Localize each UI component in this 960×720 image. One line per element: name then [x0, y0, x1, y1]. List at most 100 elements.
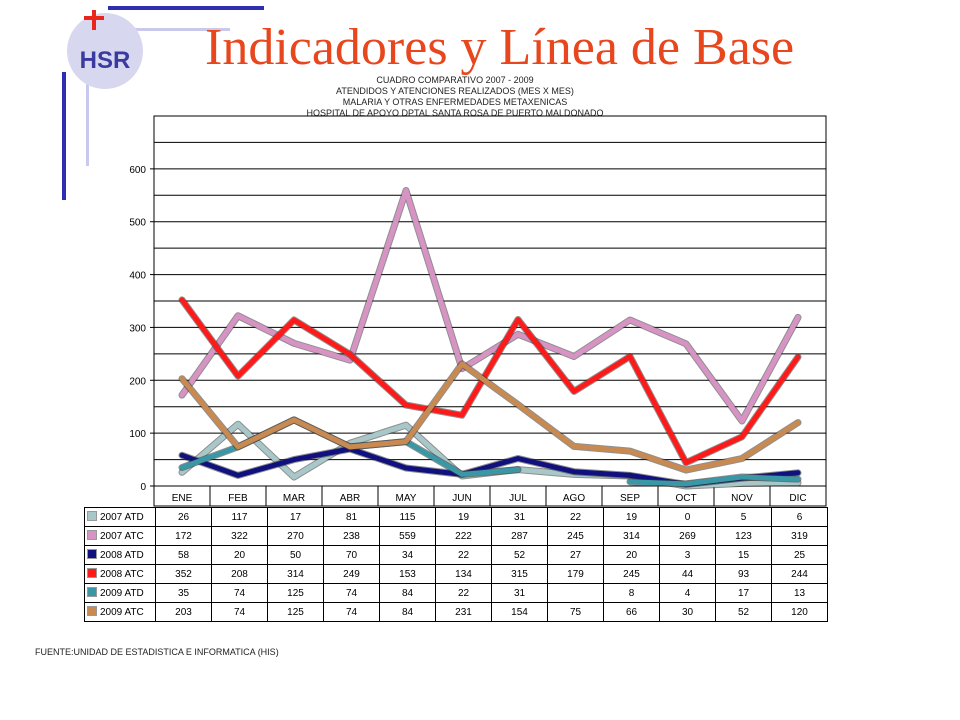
series-legend-cell: 2007 ATD — [84, 507, 156, 527]
table-row: 2009 ATC 203 74 125 74 84 231 154 75 66 30 52 120 — [84, 602, 828, 622]
series-line — [627, 474, 801, 487]
data-point — [180, 298, 184, 302]
table-cell: 20 — [603, 545, 660, 565]
chart-title-line: CUADRO COMPARATIVO 2007 - 2009 — [376, 75, 534, 85]
table-cell: 74 — [211, 602, 268, 622]
data-point — [292, 318, 296, 322]
frame-line-top-blue — [108, 6, 264, 10]
y-tick-label: 300 — [129, 323, 146, 334]
table-cell: 74 — [211, 583, 268, 603]
data-point — [180, 393, 184, 397]
slide-title: Indicadores y Línea de Base — [205, 19, 795, 76]
svg-text:HSR: HSR — [80, 47, 131, 74]
data-point — [180, 453, 184, 457]
table-cell: 30 — [659, 602, 716, 622]
legend-swatch — [87, 568, 97, 578]
table-cell: 81 — [323, 507, 380, 527]
data-point — [236, 374, 240, 378]
data-point — [796, 477, 800, 481]
data-point — [348, 352, 352, 356]
series-line — [179, 361, 801, 473]
series-legend-cell: 2007 ATC — [84, 526, 156, 546]
table-cell: 17 — [267, 507, 324, 527]
frame-line-top-light — [120, 28, 230, 31]
data-point — [740, 475, 744, 479]
table-cell: 120 — [771, 602, 828, 622]
x-tick-label: ENE — [172, 493, 193, 504]
table-cell: 52 — [715, 602, 772, 622]
data-point — [684, 342, 688, 346]
x-tick-label: ABR — [340, 493, 361, 504]
x-tick-label: DIC — [789, 493, 806, 504]
y-tick-label: 200 — [129, 376, 146, 387]
data-point — [740, 419, 744, 423]
table-cell: 22 — [435, 545, 492, 565]
data-point — [628, 480, 632, 484]
data-point — [740, 481, 744, 485]
table-cell: 8 — [603, 583, 660, 603]
series-name: 2008 ATC — [100, 569, 144, 580]
data-point — [292, 458, 296, 462]
legend-swatch — [87, 606, 97, 616]
legend-swatch — [87, 530, 97, 540]
table-cell: 352 — [155, 564, 212, 584]
series-legend-cell: 2009 ATC — [84, 602, 156, 622]
series-name: 2009 ATC — [100, 607, 144, 618]
table-cell — [547, 583, 604, 603]
x-tick-label: OCT — [675, 493, 696, 504]
series-legend-cell: 2008 ATC — [84, 564, 156, 584]
data-point — [572, 470, 576, 474]
table-cell: 238 — [323, 526, 380, 546]
x-tick-label: JUL — [509, 493, 527, 504]
table-cell: 125 — [267, 583, 324, 603]
data-point — [348, 445, 352, 449]
table-cell: 19 — [603, 507, 660, 527]
data-point — [628, 449, 632, 453]
series-name: 2007 ATC — [100, 531, 144, 542]
chart-title-line: ATENDIDOS Y ATENCIONES REALIZADOS (MES X… — [336, 86, 574, 96]
data-point — [740, 457, 744, 461]
data-point — [180, 470, 184, 474]
data-point — [572, 444, 576, 448]
table-cell: 117 — [211, 507, 268, 527]
table-cell: 93 — [715, 564, 772, 584]
table-cell: 84 — [379, 602, 436, 622]
series-legend-cell: 2008 ATD — [84, 545, 156, 565]
table-cell: 35 — [155, 583, 212, 603]
table-cell: 34 — [379, 545, 436, 565]
table-cell: 52 — [491, 545, 548, 565]
chart-title-line: HOSPITAL DE APOYO DPTAL SANTA ROSA DE PU… — [306, 108, 604, 118]
series-name: 2008 ATD — [100, 550, 144, 561]
frame-line-inner-light — [86, 28, 89, 166]
table-cell: 50 — [267, 545, 324, 565]
series-line — [179, 297, 801, 466]
x-tick-label: SEP — [620, 493, 640, 504]
table-cell: 66 — [603, 602, 660, 622]
data-point — [404, 403, 408, 407]
table-cell: 74 — [323, 583, 380, 603]
table-cell: 270 — [267, 526, 324, 546]
table-cell: 20 — [211, 545, 268, 565]
table-cell: 172 — [155, 526, 212, 546]
table-cell: 4 — [659, 583, 716, 603]
table-cell: 269 — [659, 526, 716, 546]
table-cell: 179 — [547, 564, 604, 584]
x-tick-label: MAY — [396, 493, 417, 504]
table-cell: 134 — [435, 564, 492, 584]
data-point — [796, 315, 800, 319]
data-point — [516, 468, 520, 472]
table-cell: 26 — [155, 507, 212, 527]
y-tick-label: 100 — [129, 429, 146, 440]
table-cell: 245 — [603, 564, 660, 584]
data-table: 2007 ATD 26 117 17 81 115 19 31 22 19 0 5 6 2007 ATC 1… — [84, 507, 828, 622]
table-cell: 27 — [547, 545, 604, 565]
table-cell: 287 — [491, 526, 548, 546]
series-line — [179, 188, 801, 424]
data-point — [292, 341, 296, 345]
table-cell: 231 — [435, 602, 492, 622]
data-point — [292, 475, 296, 479]
hospital-logo: HSR — [67, 10, 143, 89]
series-name: 2007 ATD — [100, 512, 144, 523]
table-row: 2008 ATD 58 20 50 70 34 22 52 27 20 3 15 25 — [84, 545, 828, 565]
table-cell: 245 — [547, 526, 604, 546]
